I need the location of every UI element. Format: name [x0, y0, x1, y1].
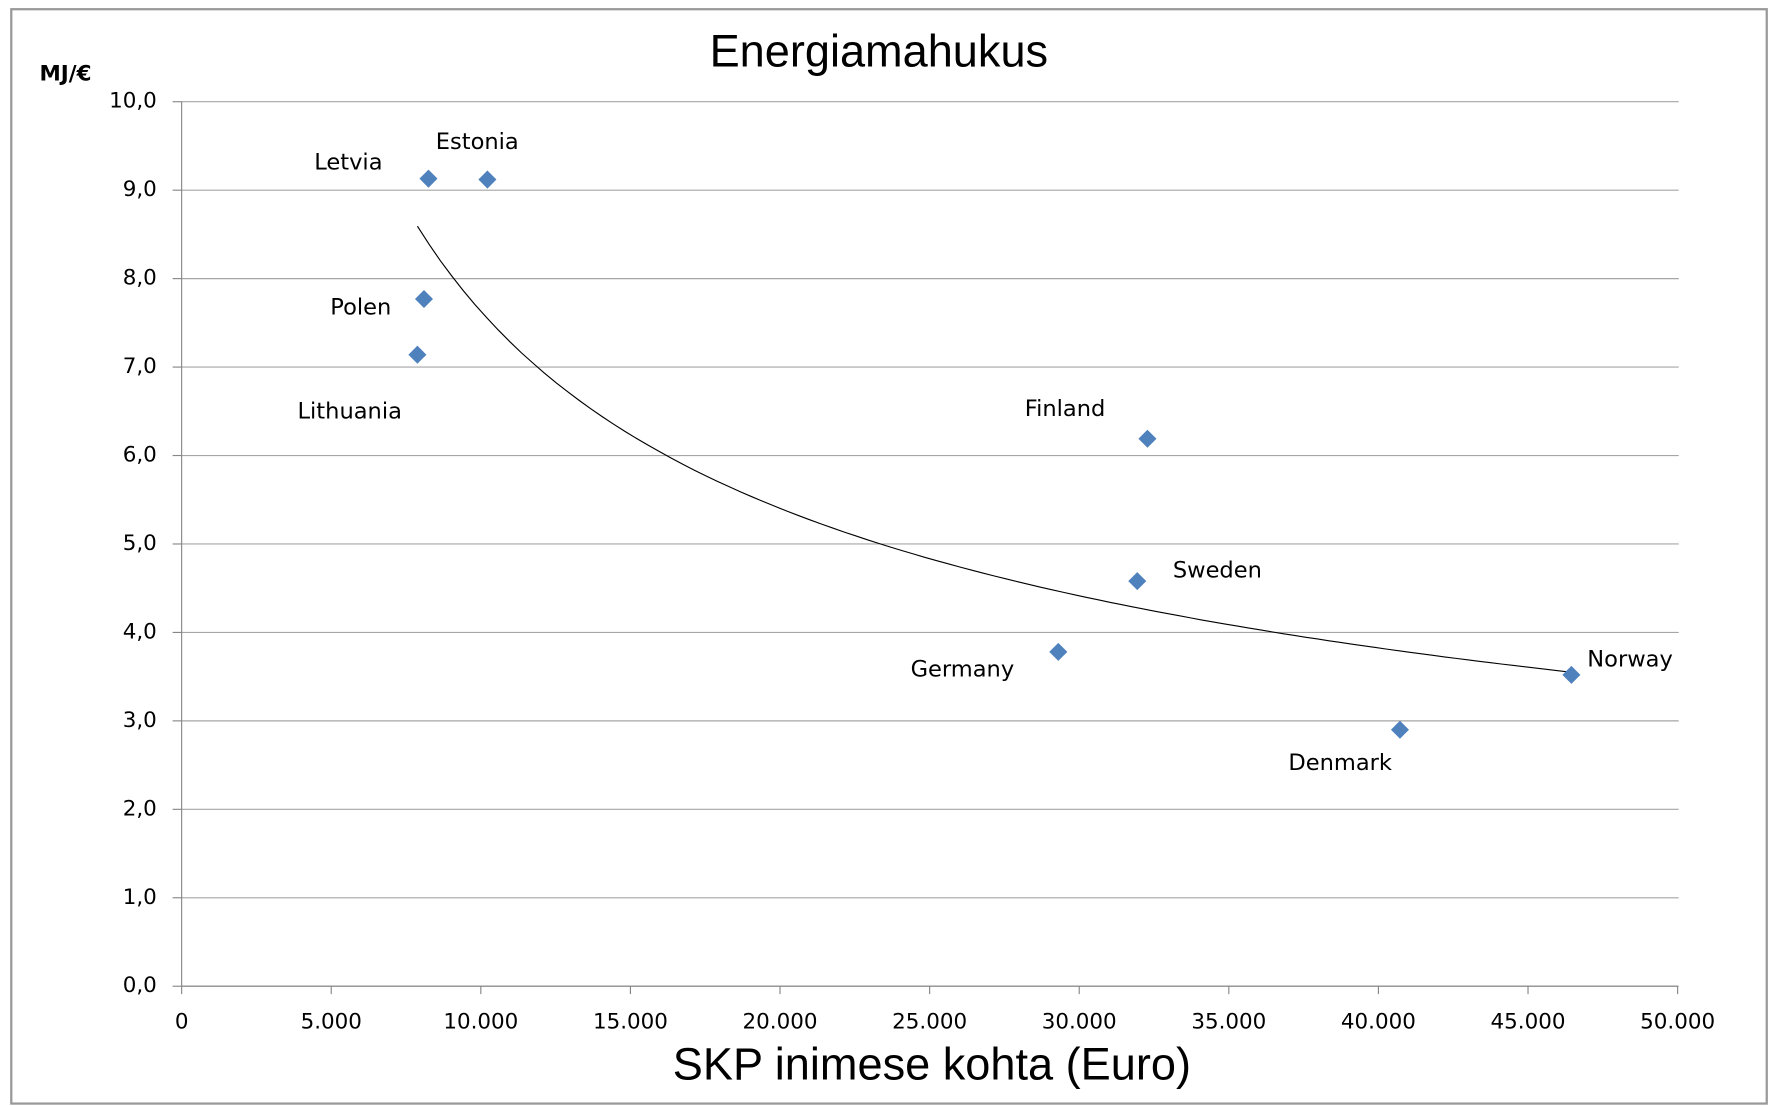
- point-label: Lithuania: [297, 399, 401, 425]
- point-label: Norway: [1587, 647, 1673, 673]
- data-point: [408, 345, 427, 364]
- x-tick-label: 0: [175, 1009, 189, 1034]
- y-tick-label: 9,0: [123, 177, 157, 202]
- y-tick-label: 1,0: [123, 885, 157, 910]
- data-point: [1390, 720, 1409, 739]
- point-label: Polen: [330, 294, 391, 320]
- y-tick-label: 7,0: [123, 354, 157, 379]
- point-label: Estonia: [436, 129, 519, 155]
- x-axis-title: SKP inimese kohta (Euro): [673, 1038, 1191, 1089]
- y-tick-label: 4,0: [123, 619, 157, 644]
- x-tick-label: 45.000: [1491, 1009, 1566, 1034]
- data-point: [1049, 642, 1068, 661]
- y-tick-label: 5,0: [123, 531, 157, 556]
- x-tick-label: 15.000: [593, 1009, 668, 1034]
- chart-title: Energiamahukus: [710, 25, 1049, 76]
- data-point: [478, 170, 497, 189]
- trendline: [416, 225, 1572, 673]
- point-label: Sweden: [1173, 557, 1262, 583]
- point-label: Finland: [1025, 396, 1106, 422]
- y-tick-label: 6,0: [123, 443, 157, 468]
- x-tick-label: 30.000: [1042, 1009, 1117, 1034]
- x-tick-label: 25.000: [892, 1009, 967, 1034]
- x-tick-label: 50.000: [1640, 1009, 1715, 1034]
- y-axis-title: MJ/€: [39, 62, 91, 87]
- x-tick-label: 10.000: [443, 1009, 518, 1034]
- point-label: Denmark: [1288, 750, 1392, 776]
- y-tick-label: 8,0: [123, 266, 157, 291]
- x-tick-label: 20.000: [743, 1009, 818, 1034]
- chart-frame: [10, 8, 1768, 1105]
- point-label: Letvia: [314, 149, 382, 175]
- y-tick-label: 2,0: [123, 796, 157, 821]
- x-tick-label: 40.000: [1341, 1009, 1416, 1034]
- point-label: Germany: [911, 656, 1015, 682]
- x-tick-label: 35.000: [1191, 1009, 1266, 1034]
- data-point: [414, 289, 434, 308]
- x-tick-label: 5.000: [301, 1009, 362, 1034]
- data-point: [419, 169, 438, 188]
- y-tick-label: 0,0: [123, 973, 157, 998]
- y-tick-label: 10,0: [109, 89, 157, 114]
- y-tick-label: 3,0: [123, 708, 157, 733]
